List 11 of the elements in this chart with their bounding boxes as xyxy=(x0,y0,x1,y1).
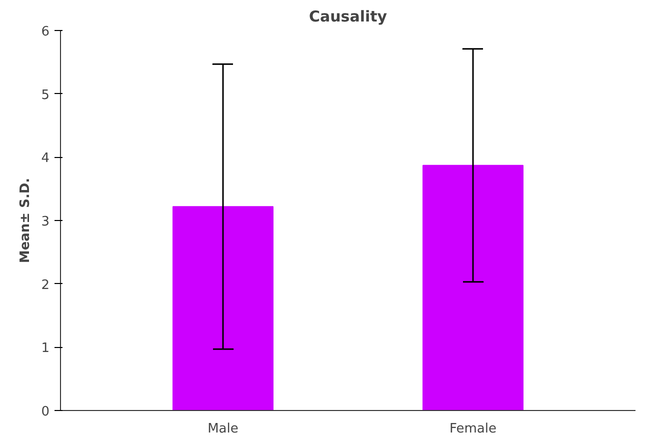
y-tick-label: 5 xyxy=(41,88,50,103)
x-tick-label: Female xyxy=(450,422,497,436)
y-tick-label: 4 xyxy=(41,151,50,166)
y-axis-title: Mean± S.D. xyxy=(18,178,34,264)
y-tick-label: 0 xyxy=(41,404,50,420)
y-tick-label: 3 xyxy=(41,214,50,230)
x-tick-label: Male xyxy=(208,422,238,436)
y-tick-label: 1 xyxy=(41,341,50,356)
y-tick-label: 2 xyxy=(41,278,50,293)
y-tick-label: 6 xyxy=(41,24,50,40)
chart-title: Causality xyxy=(308,8,388,26)
